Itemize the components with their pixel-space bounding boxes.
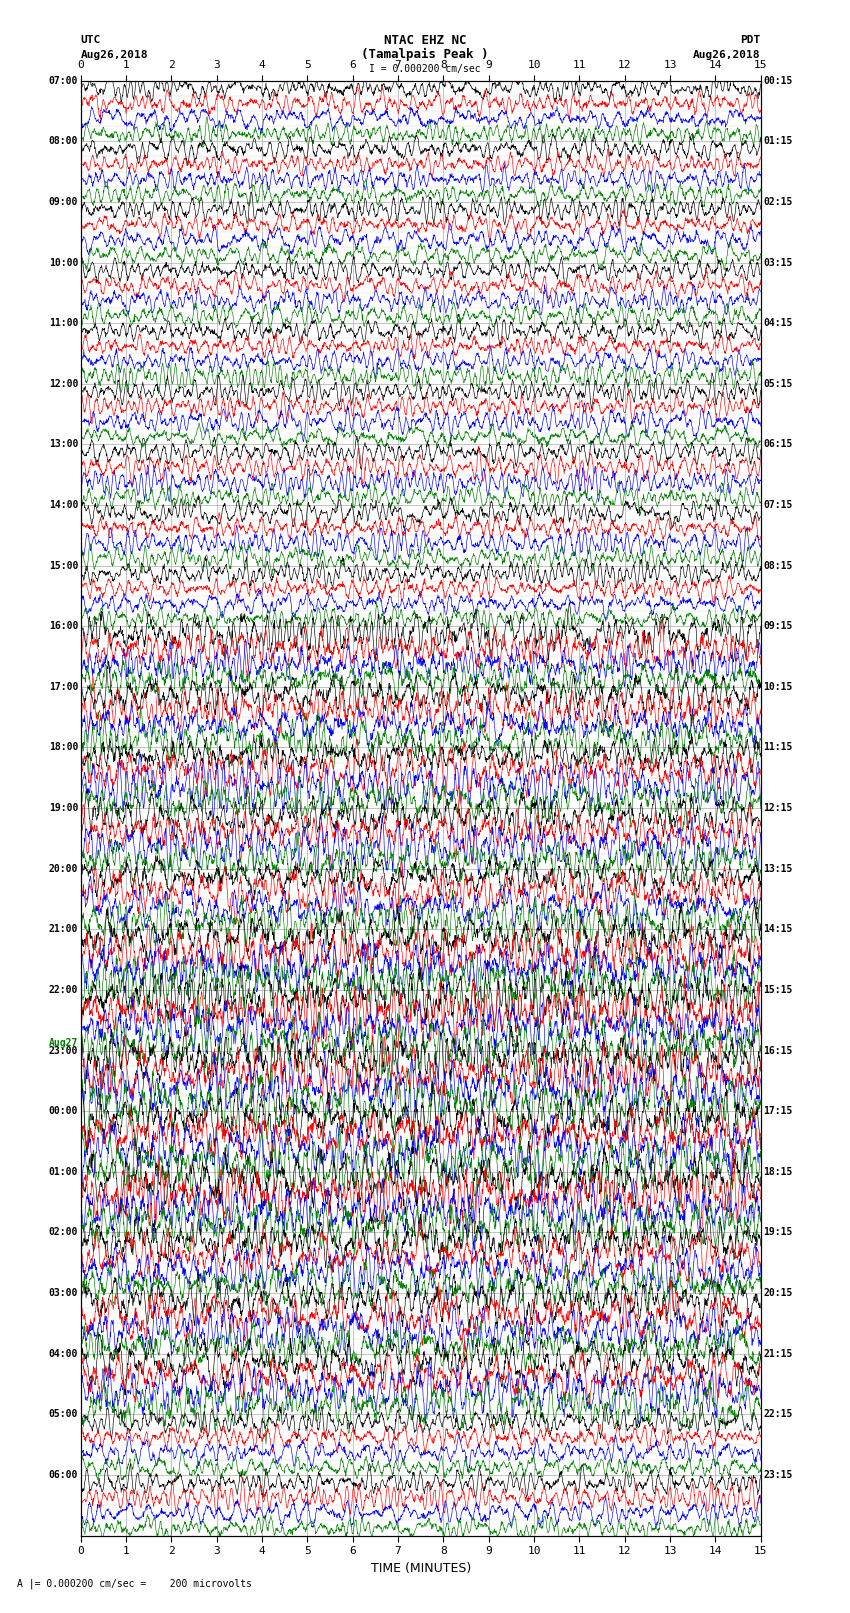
Text: 15:15: 15:15 (763, 986, 793, 995)
Text: 01:15: 01:15 (763, 135, 793, 147)
Text: 07:15: 07:15 (763, 500, 793, 510)
Text: 10:15: 10:15 (763, 682, 793, 692)
Text: 08:00: 08:00 (48, 135, 78, 147)
Text: 12:00: 12:00 (48, 379, 78, 389)
Text: 19:00: 19:00 (48, 803, 78, 813)
Text: 20:00: 20:00 (48, 863, 78, 874)
Text: 02:00: 02:00 (48, 1227, 78, 1237)
Text: 16:15: 16:15 (763, 1045, 793, 1055)
Text: NTAC EHZ NC: NTAC EHZ NC (383, 34, 467, 47)
Text: 13:00: 13:00 (48, 439, 78, 450)
Text: 17:15: 17:15 (763, 1107, 793, 1116)
Text: 09:15: 09:15 (763, 621, 793, 631)
Text: 21:15: 21:15 (763, 1348, 793, 1358)
Text: 18:15: 18:15 (763, 1166, 793, 1177)
Text: 02:15: 02:15 (763, 197, 793, 206)
Text: 06:15: 06:15 (763, 439, 793, 450)
Text: 00:00: 00:00 (48, 1107, 78, 1116)
Text: 01:00: 01:00 (48, 1166, 78, 1177)
X-axis label: TIME (MINUTES): TIME (MINUTES) (371, 1561, 471, 1574)
Text: 14:15: 14:15 (763, 924, 793, 934)
Text: 14:00: 14:00 (48, 500, 78, 510)
Text: 12:15: 12:15 (763, 803, 793, 813)
Text: 18:00: 18:00 (48, 742, 78, 753)
Text: 19:15: 19:15 (763, 1227, 793, 1237)
Text: 15:00: 15:00 (48, 561, 78, 571)
Text: 11:00: 11:00 (48, 318, 78, 327)
Text: PDT: PDT (740, 35, 761, 45)
Text: 05:00: 05:00 (48, 1410, 78, 1419)
Text: 04:00: 04:00 (48, 1348, 78, 1358)
Text: 03:15: 03:15 (763, 258, 793, 268)
Text: 03:00: 03:00 (48, 1289, 78, 1298)
Text: Aug26,2018: Aug26,2018 (81, 50, 148, 60)
Text: 10:00: 10:00 (48, 258, 78, 268)
Text: 11:15: 11:15 (763, 742, 793, 753)
Text: 16:00: 16:00 (48, 621, 78, 631)
Text: Aug26,2018: Aug26,2018 (694, 50, 761, 60)
Text: 20:15: 20:15 (763, 1289, 793, 1298)
Text: 08:15: 08:15 (763, 561, 793, 571)
Text: (Tamalpais Peak ): (Tamalpais Peak ) (361, 48, 489, 61)
Text: 21:00: 21:00 (48, 924, 78, 934)
Text: 17:00: 17:00 (48, 682, 78, 692)
Text: 13:15: 13:15 (763, 863, 793, 874)
Text: 05:15: 05:15 (763, 379, 793, 389)
Text: 04:15: 04:15 (763, 318, 793, 327)
Text: 06:00: 06:00 (48, 1469, 78, 1481)
Text: UTC: UTC (81, 35, 101, 45)
Text: Aug27: Aug27 (48, 1039, 78, 1048)
Text: 07:00: 07:00 (48, 76, 78, 85)
Text: 00:15: 00:15 (763, 76, 793, 85)
Text: 22:15: 22:15 (763, 1410, 793, 1419)
Text: 23:00: 23:00 (48, 1045, 78, 1055)
Text: 09:00: 09:00 (48, 197, 78, 206)
Text: 22:00: 22:00 (48, 986, 78, 995)
Text: I = 0.000200 cm/sec: I = 0.000200 cm/sec (369, 65, 481, 74)
Text: 23:15: 23:15 (763, 1469, 793, 1481)
Text: A |= 0.000200 cm/sec =    200 microvolts: A |= 0.000200 cm/sec = 200 microvolts (17, 1579, 252, 1589)
